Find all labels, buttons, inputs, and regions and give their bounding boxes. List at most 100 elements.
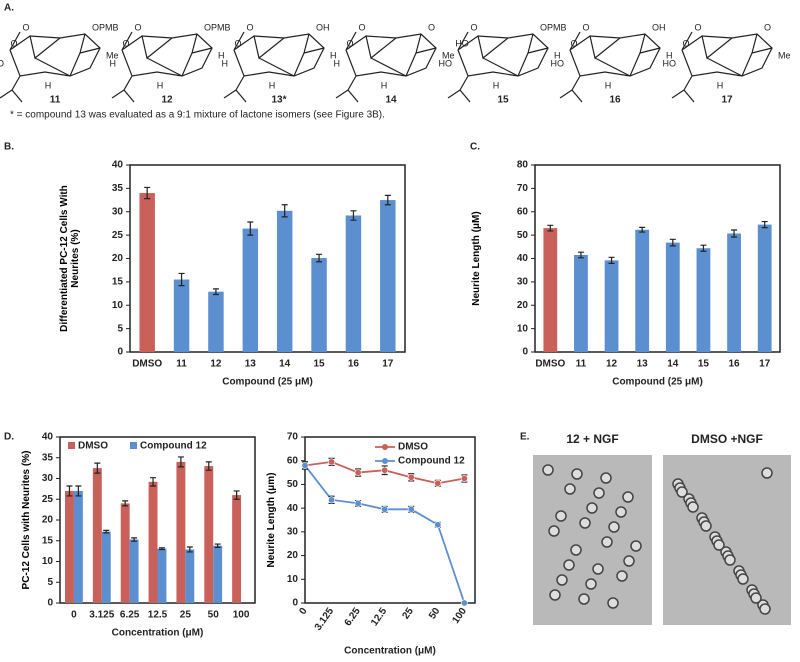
bar bbox=[176, 461, 186, 603]
bar bbox=[543, 228, 558, 352]
y-tick-label: 15 bbox=[42, 535, 54, 546]
y-tick-label: 10 bbox=[112, 300, 124, 311]
y-tick-label: 5 bbox=[47, 577, 53, 588]
y-tick-label: 50 bbox=[287, 479, 299, 490]
cell bbox=[713, 539, 725, 551]
cell bbox=[616, 570, 628, 582]
error-bar bbox=[700, 244, 707, 252]
plot-frame bbox=[129, 164, 406, 353]
atom-label: H bbox=[381, 80, 388, 90]
y-tick-label: 20 bbox=[42, 515, 54, 526]
cell bbox=[607, 597, 619, 609]
x-tick-label: 12 bbox=[606, 359, 618, 370]
y-tick-label: 25 bbox=[42, 494, 54, 505]
y-tick-label: 40 bbox=[42, 432, 54, 443]
y-axis-title: PC-12 Cells with Neurites (%) bbox=[21, 450, 33, 590]
error-bar bbox=[144, 186, 151, 200]
atom-label: O bbox=[346, 38, 353, 48]
point bbox=[354, 499, 362, 507]
x-tick-label: 3.125 bbox=[89, 610, 114, 621]
bar bbox=[65, 490, 74, 603]
y-tick-label: 70 bbox=[287, 432, 299, 443]
y-tick-label: 70 bbox=[517, 183, 529, 194]
bar bbox=[208, 291, 224, 352]
panel-label: A. bbox=[4, 3, 14, 14]
error-bar bbox=[212, 288, 219, 296]
y-axis-label: Neurite Length (μM) bbox=[471, 211, 482, 305]
error-bar bbox=[608, 256, 615, 265]
y-tick-label: 30 bbox=[287, 526, 299, 537]
cell bbox=[571, 468, 583, 480]
atom-label: O bbox=[134, 22, 141, 32]
x-tick-label: 13 bbox=[637, 359, 649, 370]
x-tick-label: 15 bbox=[698, 359, 710, 370]
cell bbox=[687, 501, 699, 513]
panel-label: E. bbox=[520, 432, 530, 443]
atom-label: OH bbox=[316, 22, 330, 32]
cell bbox=[750, 592, 762, 604]
bar bbox=[213, 545, 223, 603]
compound-number: 17 bbox=[721, 95, 733, 106]
cell bbox=[759, 603, 771, 615]
atom-label: O bbox=[694, 22, 701, 32]
atom-label: OPMB bbox=[204, 22, 231, 32]
atom-label: O bbox=[428, 22, 435, 32]
bar bbox=[173, 279, 190, 352]
skeleton bbox=[335, 31, 437, 103]
cell bbox=[608, 521, 620, 533]
cell bbox=[592, 563, 604, 575]
legend-marker bbox=[382, 444, 388, 450]
legend-marker bbox=[382, 458, 388, 464]
compound-number: 16 bbox=[609, 95, 621, 106]
bar bbox=[276, 210, 293, 352]
x-tick-label: 25 bbox=[180, 610, 192, 621]
point bbox=[328, 496, 336, 504]
panel-label: D. bbox=[4, 432, 14, 443]
atom-label: H bbox=[218, 50, 225, 60]
cell bbox=[737, 573, 749, 585]
footnote: * = compound 13 was evaluated as a 9:1 m… bbox=[10, 110, 385, 121]
skeleton bbox=[447, 31, 549, 103]
error-bar bbox=[75, 485, 82, 497]
error-bar bbox=[122, 500, 129, 507]
atom-label: H bbox=[157, 80, 164, 90]
atom-label: H bbox=[330, 50, 337, 60]
point bbox=[354, 469, 362, 477]
atom-label: H bbox=[269, 80, 276, 90]
legend-label: DMSO bbox=[398, 442, 428, 453]
bar bbox=[757, 224, 772, 352]
y-tick-label: 40 bbox=[287, 503, 299, 514]
atom-label: OPMB bbox=[92, 22, 119, 32]
error-bar bbox=[547, 224, 554, 232]
atom-label: O bbox=[764, 22, 771, 32]
cell bbox=[563, 559, 575, 571]
skeleton bbox=[0, 31, 101, 103]
atom-label: O bbox=[682, 38, 689, 48]
x-tick-label: 13 bbox=[245, 359, 257, 370]
cell bbox=[622, 491, 634, 503]
skeleton bbox=[111, 31, 213, 103]
legend-label: DMSO bbox=[78, 441, 108, 452]
atom-label: H bbox=[554, 50, 561, 60]
bar bbox=[139, 193, 155, 352]
x-tick-label: 16 bbox=[729, 359, 741, 370]
x-axis-title: Concentration (μM) bbox=[344, 646, 436, 657]
atom-label: Me bbox=[106, 50, 119, 60]
cell bbox=[564, 483, 576, 495]
bar bbox=[665, 242, 680, 352]
bar bbox=[185, 549, 195, 603]
y-tick-label: 10 bbox=[517, 323, 529, 334]
y-tick-label: 60 bbox=[517, 206, 529, 217]
cell bbox=[600, 472, 612, 484]
bar bbox=[120, 503, 130, 603]
cell bbox=[542, 464, 554, 476]
error-bar bbox=[131, 537, 138, 542]
skeleton bbox=[559, 31, 661, 103]
atom-label: HO bbox=[439, 58, 453, 68]
error-bar bbox=[66, 485, 73, 497]
image-caption: 12 + NGF bbox=[566, 432, 618, 446]
y-tick-label: 0 bbox=[292, 598, 298, 609]
